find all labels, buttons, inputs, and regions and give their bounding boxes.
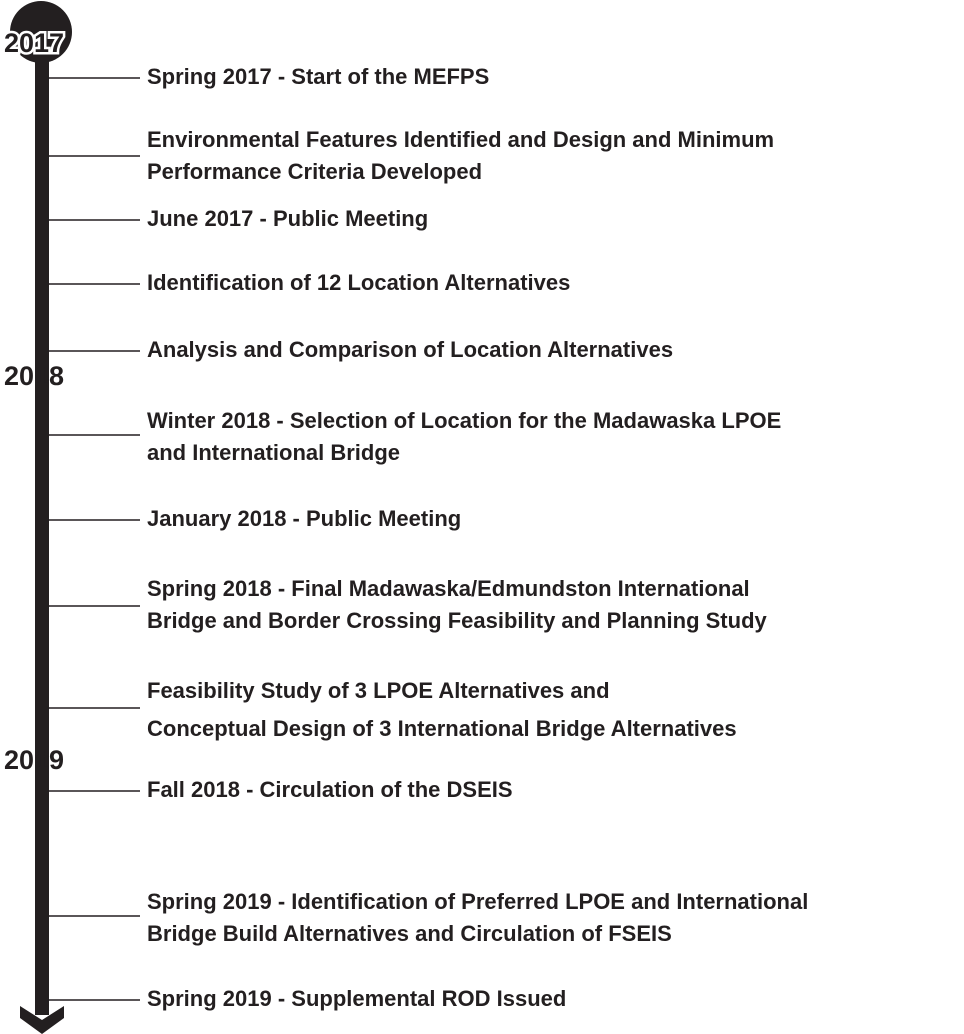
event-text: Spring 2019 - Supplemental ROD Issued <box>147 986 566 1011</box>
event-text: Conceptual Design of 3 International Bri… <box>147 716 737 741</box>
event-text: Performance Criteria Developed <box>147 159 482 184</box>
event-text: Bridge and Border Crossing Feasibility a… <box>147 608 768 633</box>
event-text: Spring 2018 - Final Madawaska/Edmundston… <box>147 576 750 601</box>
event-text: Environmental Features Identified and De… <box>147 127 774 152</box>
event-text: Bridge Build Alternatives and Circulatio… <box>147 921 672 946</box>
event-text: Spring 2019 - Identification of Preferre… <box>147 889 808 914</box>
event-text: Fall 2018 - Circulation of the DSEIS <box>147 777 513 802</box>
event-text: and International Bridge <box>147 440 400 465</box>
year-label: 2019 <box>4 745 64 775</box>
year-label: 2018 <box>4 361 64 391</box>
event-text: January 2018 - Public Meeting <box>147 506 461 531</box>
event-text: Identification of 12 Location Alternativ… <box>147 270 570 295</box>
event-text: Feasibility Study of 3 LPOE Alternatives… <box>147 678 610 703</box>
event-text: Analysis and Comparison of Location Alte… <box>147 337 673 362</box>
timeline-shaft <box>35 30 49 1015</box>
event-text: Spring 2017 - Start of the MEFPS <box>147 64 489 89</box>
year-label: 2017 <box>4 28 64 58</box>
event-text: Winter 2018 - Selection of Location for … <box>147 408 781 433</box>
event-text: June 2017 - Public Meeting <box>147 206 428 231</box>
timeline-arrowhead <box>20 1006 64 1034</box>
